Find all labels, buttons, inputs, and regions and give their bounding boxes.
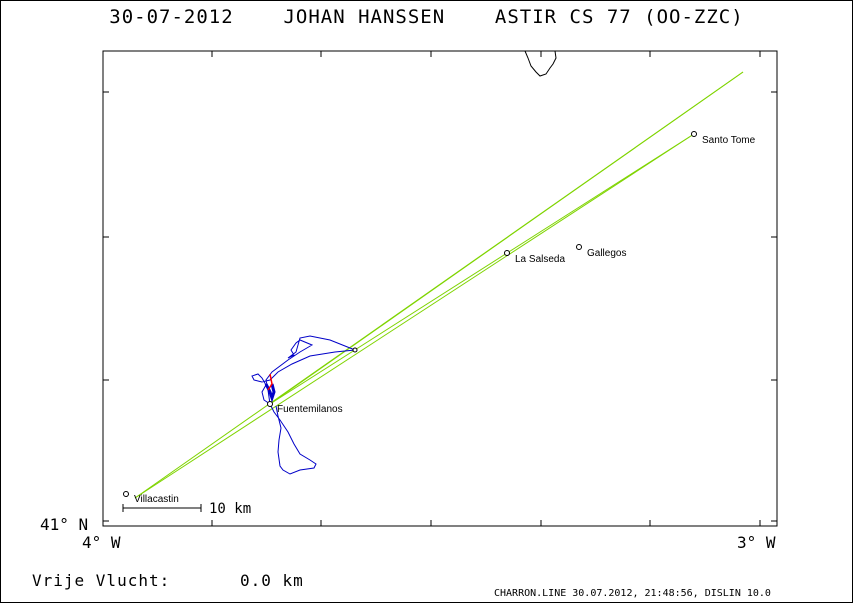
turnpoints — [123, 131, 697, 497]
task-line-3 — [269, 133, 695, 405]
tick-marks — [103, 51, 777, 526]
marker-gallegos — [576, 244, 582, 250]
task-line-2 — [134, 133, 695, 499]
marker-la-salseda — [504, 250, 510, 256]
place-label-la-salseda: La Salseda — [515, 254, 565, 265]
place-label-santo-tome: Santo Tome — [702, 135, 756, 146]
task-line-4 — [269, 71, 744, 405]
footer-info: CHARRON.LINE 30.07.2012, 21:48:56, DISLI… — [494, 588, 771, 599]
marker-villacastin — [123, 491, 129, 497]
task-lines — [134, 71, 744, 499]
flight-track — [251, 335, 356, 475]
lon-right-label: 3° W — [737, 533, 776, 552]
lon-left-label: 4° W — [82, 533, 121, 552]
distance-value: 0.0 km — [240, 571, 304, 590]
distance-label: Vrije Vlucht: — [32, 571, 171, 590]
scale-bar — [122, 504, 202, 512]
marker-fuentemilanos — [267, 401, 273, 407]
place-label-gallegos: Gallegos — [587, 248, 626, 259]
marker-santo-tome — [691, 131, 697, 137]
place-label-fuentemilanos: Fuentemilanos — [277, 404, 343, 415]
plot-frame — [102, 50, 778, 527]
marker-track-turn — [352, 347, 358, 353]
map-title: 30-07-2012 JOHAN HANSSEN ASTIR CS 77 (OO… — [109, 6, 744, 28]
flight-track-highlight — [267, 373, 273, 391]
border-line — [524, 50, 557, 77]
lat-label: 41° N — [40, 515, 89, 534]
place-label-villacastin: Villacastin — [134, 494, 179, 505]
scale-bar-label: 10 km — [209, 501, 251, 517]
